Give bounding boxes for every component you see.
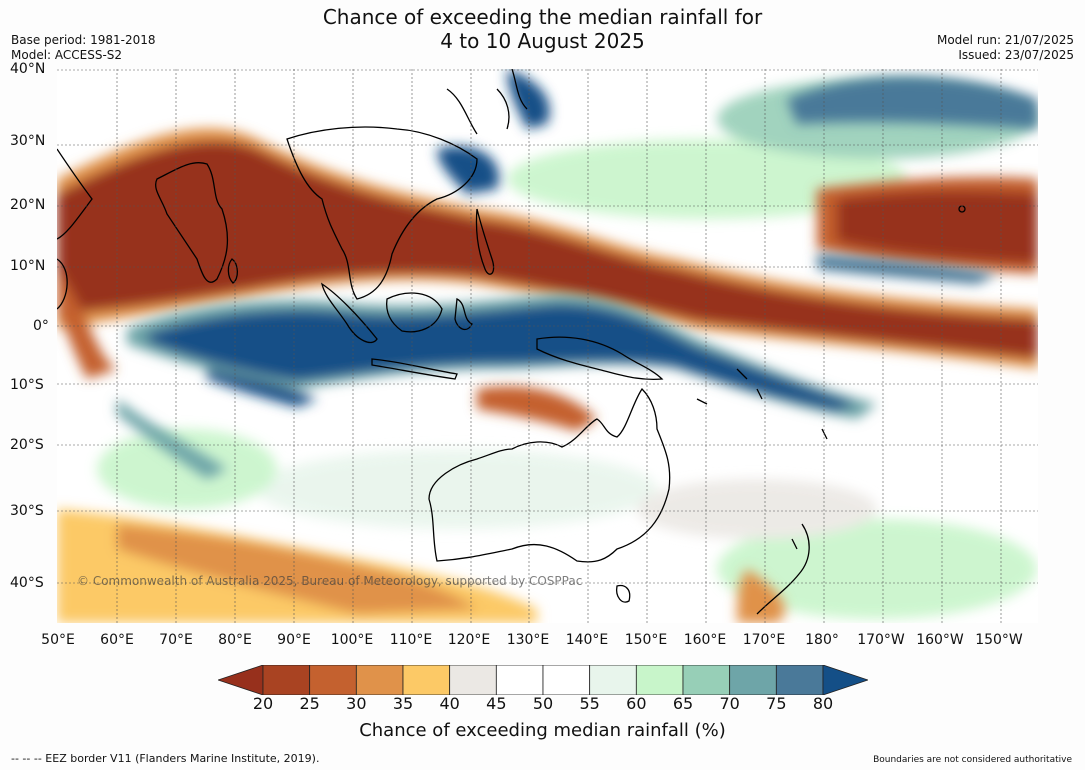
graticule [57, 69, 1038, 623]
colorbar-tick-label: 70 [719, 694, 740, 713]
colorbar-bin [355, 665, 404, 695]
colorbar-tick-label: 20 [252, 694, 274, 713]
lon-label-170e: 170°E [742, 632, 786, 648]
lon-label-140e: 140°E [565, 632, 609, 648]
colorbar-bin [449, 665, 497, 695]
sumatra-outline [320, 282, 378, 344]
colorbar-tick-label: 65 [672, 694, 694, 713]
tasmania-outline [616, 584, 631, 603]
java-outline [371, 358, 458, 380]
wet-band-layer [117, 69, 1038, 479]
colorbar-tick-label: 30 [346, 694, 367, 713]
copyright-notice: © Commonwealth of Australia 2025, Bureau… [77, 574, 583, 588]
lat-label-20n: 20°N [10, 197, 46, 213]
lon-label-110e: 110°E [389, 632, 433, 648]
philippines-outline [475, 208, 495, 275]
title-line-2: 4 to 10 August 2025 [440, 29, 645, 53]
lat-label-20s: 20°S [10, 437, 44, 453]
boundaries-disclaimer: Boundaries are not considered authoritat… [873, 755, 1072, 765]
colorbar-bin [775, 665, 824, 695]
issued-date: Issued: 23/07/2025 [958, 48, 1074, 62]
pacific-islands-outline [696, 368, 828, 440]
india-outline [155, 162, 229, 283]
lat-label-30n: 30°N [10, 133, 46, 149]
colorbar-tick-label: 80 [812, 694, 834, 713]
base-period: Base period: 1981-2018 [11, 33, 156, 47]
new-zealand-outline [756, 523, 810, 615]
colorbar-tick-label: 45 [486, 694, 507, 713]
new-guinea-outline [536, 336, 664, 380]
colorbar-bin [589, 665, 637, 695]
lon-label-50e: 50°E [41, 632, 75, 648]
lon-label-180: 180° [805, 632, 839, 648]
colorbar-tick-label: 35 [392, 694, 414, 713]
lon-label-100e: 100°E [330, 632, 374, 648]
coastlines [57, 69, 966, 615]
colorbar-bin [495, 665, 544, 695]
colorbar-bin [309, 665, 357, 695]
rainfall-probability-map [57, 69, 1038, 623]
colorbar-bin [402, 665, 451, 695]
colorbar-extend-high [822, 665, 868, 695]
lon-label-160e: 160°E [683, 632, 727, 648]
colorbar-tick-label: 55 [579, 694, 600, 713]
colorbar-tick-label: 60 [626, 694, 647, 713]
lat-label-40n: 40°N [10, 61, 46, 77]
sulawesi-outline [454, 297, 473, 331]
colorbar-bin [682, 665, 731, 695]
borneo-outline [386, 292, 443, 333]
meta-right: Model run: 21/07/2025 Issued: 23/07/2025 [937, 33, 1074, 63]
lon-label-160w: 160°W [916, 632, 964, 648]
sri-lanka-outline [227, 258, 239, 284]
arabia-outline [57, 148, 93, 310]
dry-band-layer [57, 128, 1038, 623]
meta-left: Base period: 1981-2018 Model: ACCESS-S2 [11, 33, 156, 63]
colorbar-bin [542, 665, 591, 695]
title-line-1: Chance of exceeding the median rainfall … [322, 5, 763, 29]
colorbar-tick-label: 25 [299, 694, 320, 713]
lat-label-30s: 30°S [10, 503, 44, 519]
lat-label-0: 0° [33, 318, 49, 334]
lon-label-150e: 150°E [624, 632, 668, 648]
southeast-asia-outline [286, 126, 478, 300]
east-asia-outline [446, 69, 528, 135]
lat-label-40s: 40°S [10, 575, 44, 591]
colorbar-bin [729, 665, 777, 695]
model-run: Model run: 21/07/2025 [936, 33, 1074, 47]
colorbar-extend-low [218, 665, 264, 695]
lon-label-150w: 150°W [975, 632, 1023, 648]
lon-label-80e: 80°E [218, 632, 252, 648]
colorbar [218, 665, 868, 695]
australia-outline [428, 387, 671, 563]
model-name: Model: ACCESS-S2 [11, 48, 123, 62]
lon-label-130e: 130°E [506, 632, 550, 648]
lat-label-10n: 10°N [10, 258, 46, 274]
map-title: Chance of exceeding the median rainfall … [0, 5, 1085, 53]
lon-label-70e: 70°E [159, 632, 193, 648]
colorbar-tick-label: 40 [439, 694, 460, 713]
lon-label-120e: 120°E [447, 632, 491, 648]
lon-label-60e: 60°E [100, 632, 134, 648]
colorbar-bin [635, 665, 684, 695]
colorbar-title: Chance of exceeding median rainfall (%) [359, 720, 726, 741]
lat-label-10s: 10°S [10, 377, 44, 393]
lon-label-170w: 170°W [857, 632, 905, 648]
colorbar-bin [262, 665, 311, 695]
colorbar-tick-label: 75 [766, 694, 787, 713]
eez-note: -- -- -- EEZ border V11 (Flanders Marine… [11, 752, 320, 765]
lon-label-90e: 90°E [277, 632, 311, 648]
colorbar-tick-label: 50 [532, 694, 554, 713]
